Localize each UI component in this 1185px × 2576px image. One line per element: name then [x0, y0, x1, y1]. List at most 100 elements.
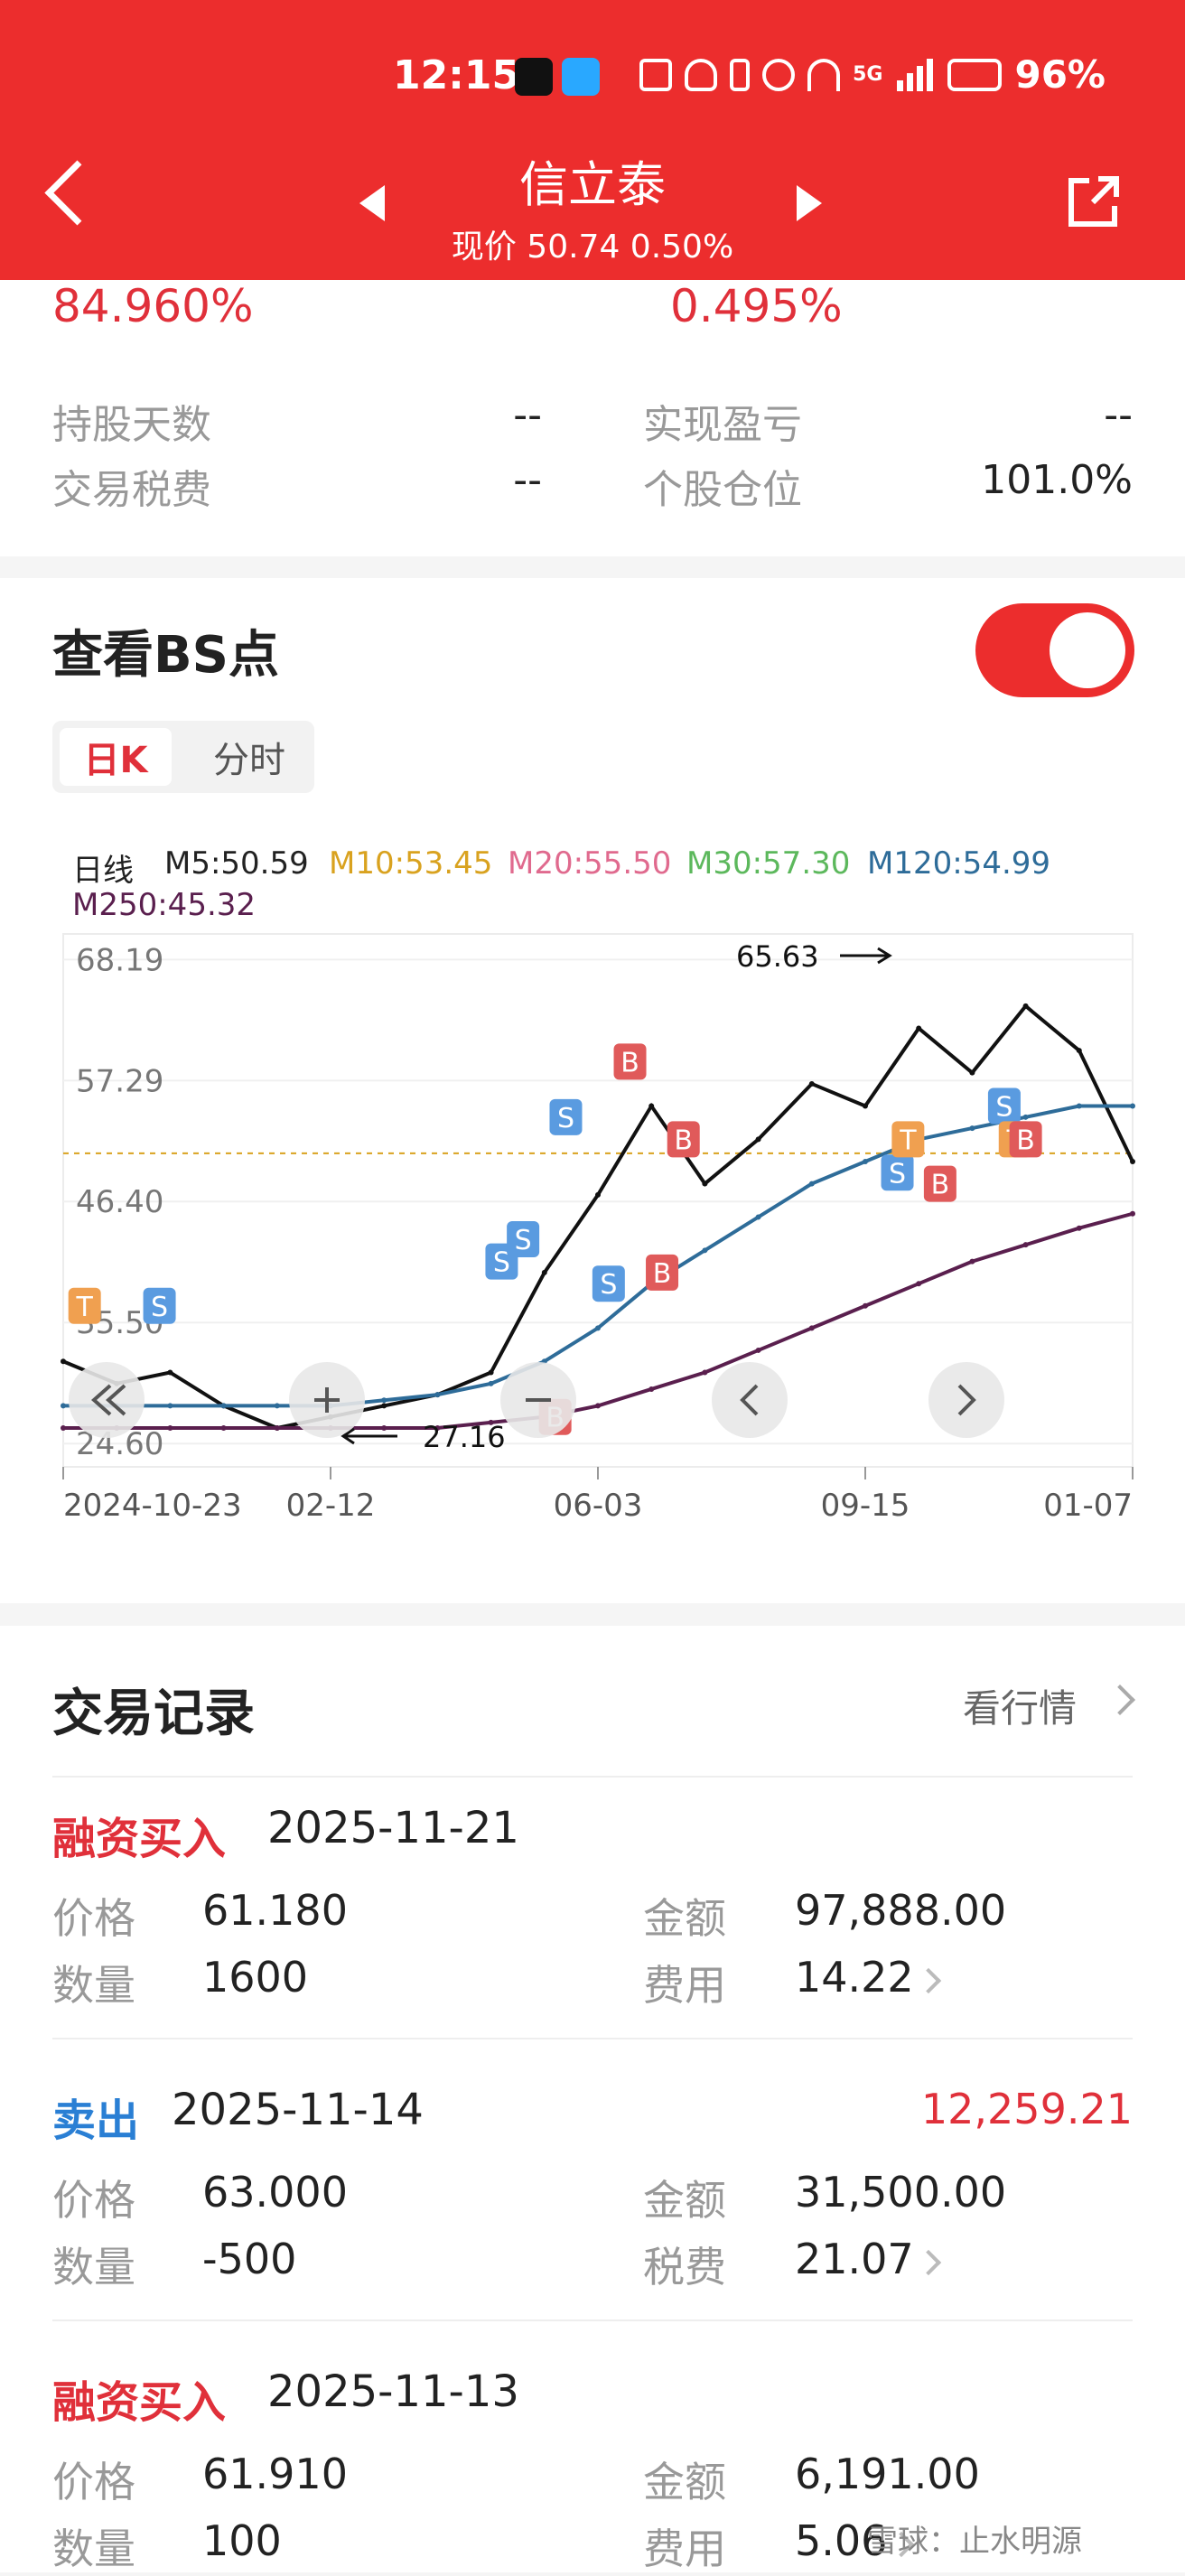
trade-type: 卖出	[52, 2095, 140, 2146]
series-point	[1022, 1003, 1029, 1009]
series-point	[595, 1191, 601, 1198]
svg-text:S: S	[493, 1247, 510, 1279]
position-ratio-value: 101.0%	[981, 457, 1133, 503]
amount-value: 31,500.00	[795, 2168, 1007, 2217]
headphones-icon	[685, 58, 718, 91]
series-point	[648, 1386, 655, 1392]
legend-m250: M250:45.32	[72, 887, 257, 923]
zoom-out-button[interactable]	[500, 1362, 576, 1438]
amount-label: 金额	[643, 1894, 726, 1943]
holding-days-label: 持股天数	[52, 402, 211, 448]
series-point	[1130, 1158, 1135, 1164]
series-point	[863, 1103, 868, 1109]
trade-type: 融资买入	[52, 1814, 227, 1864]
svg-text:B: B	[653, 1258, 672, 1290]
signal-icon	[897, 58, 934, 91]
bs-point-b[interactable]: B	[667, 1121, 700, 1158]
x-tick-label: 2024-10-23	[63, 1488, 242, 1524]
legend-day: 日线	[72, 853, 134, 889]
series-point	[916, 1281, 922, 1287]
stock-price: 现价 50.74 0.50%	[451, 229, 734, 266]
bs-toggle[interactable]	[975, 603, 1134, 697]
series-point	[61, 1403, 66, 1409]
prev-stock-button[interactable]	[359, 185, 385, 221]
svg-text:B: B	[674, 1125, 693, 1156]
status-indicators: 5G 96%	[639, 52, 1106, 97]
price-label: 价格	[52, 2458, 135, 2506]
battery-icon	[947, 58, 1003, 91]
series-point	[274, 1424, 280, 1431]
svg-text:S: S	[151, 1292, 168, 1323]
zoom-in-button[interactable]	[289, 1362, 365, 1438]
tab-intraday[interactable]: 分时	[213, 740, 285, 781]
tab-daily-k[interactable]: 日K	[60, 728, 172, 786]
nfc-icon	[639, 58, 673, 91]
low-annotation: 27.16	[423, 1420, 506, 1454]
fee-value[interactable]: 5.06	[795, 2516, 915, 2565]
series-point	[969, 1069, 975, 1076]
bs-point-s[interactable]: S	[143, 1287, 176, 1324]
fee-value[interactable]: 21.07	[795, 2235, 941, 2283]
chevron-right-icon	[1105, 1685, 1135, 1715]
bs-point-b[interactable]: B	[646, 1254, 679, 1291]
amount-value: 97,888.00	[795, 1886, 1007, 1935]
series-point	[969, 1258, 975, 1265]
svg-text:T: T	[899, 1125, 917, 1156]
series-point	[702, 1247, 708, 1254]
bs-point-b[interactable]: B	[613, 1043, 647, 1080]
divider	[52, 2319, 1133, 2321]
scroll-left-button[interactable]	[712, 1362, 788, 1438]
bs-point-b[interactable]: B	[923, 1165, 956, 1202]
series-point	[808, 1181, 815, 1187]
trade-records-card: 交易记录 看行情 融资买入 2025-11-21 价格 61.180 金额 97,888.…	[0, 1626, 1185, 2573]
quantity-label: 数量	[52, 2525, 135, 2573]
wifi-icon	[807, 58, 841, 91]
fee-value[interactable]: 14.22	[795, 1953, 941, 2002]
chevron-right-icon	[915, 2249, 941, 2275]
x-tick-label: 06-03	[554, 1488, 643, 1524]
price-value: 63.000	[202, 2168, 348, 2217]
scroll-right-button[interactable]	[928, 1362, 1004, 1438]
bs-point-t[interactable]: T	[68, 1287, 101, 1324]
bs-point-t[interactable]: T	[891, 1121, 925, 1158]
legend-m5: M5:50.59	[164, 845, 309, 882]
scroll-left-fast-button[interactable]	[69, 1362, 145, 1438]
series-point	[434, 1424, 441, 1431]
series-point	[755, 1136, 761, 1143]
bs-point-s[interactable]: S	[507, 1221, 540, 1258]
series-point	[61, 1358, 66, 1365]
network-type: 5G	[853, 63, 883, 86]
svg-text:T: T	[76, 1292, 94, 1323]
position-ratio-label: 个股仓位	[643, 467, 802, 513]
x-tick-label: 09-15	[821, 1488, 910, 1524]
fee-amount: 5.06	[795, 2516, 888, 2565]
series-point	[863, 1158, 868, 1164]
legend-m30: M30:57.30	[686, 845, 851, 882]
bs-point-s[interactable]: S	[592, 1265, 625, 1302]
y-tick-label: 68.19	[76, 942, 163, 978]
series-point	[863, 1302, 868, 1309]
series-point	[916, 1025, 922, 1031]
fee-label: 税费	[643, 2243, 726, 2291]
bs-point-s[interactable]: S	[881, 1154, 914, 1191]
fee-amount: 14.22	[795, 1953, 914, 2002]
bs-point-b[interactable]: B	[1009, 1121, 1042, 1158]
series-point	[702, 1181, 708, 1187]
share-icon[interactable]	[1066, 173, 1120, 229]
series-point	[381, 1424, 387, 1431]
view-quote-link[interactable]: 看行情	[963, 1686, 1078, 1731]
tiktok-icon	[515, 58, 553, 96]
bs-point-s[interactable]: S	[549, 1098, 583, 1135]
trade-date: 2025-11-21	[267, 1803, 519, 1853]
series-point	[167, 1403, 173, 1409]
bs-point-s[interactable]: S	[987, 1087, 1021, 1125]
high-arrow	[840, 947, 892, 965]
divider	[52, 2038, 1133, 2039]
status-time: 12:15	[393, 52, 520, 98]
next-stock-button[interactable]	[797, 185, 822, 221]
series-point	[541, 1269, 547, 1275]
legend-m20: M20:55.50	[508, 845, 672, 882]
svg-text:B: B	[931, 1170, 950, 1201]
quantity-value: 100	[202, 2516, 282, 2565]
